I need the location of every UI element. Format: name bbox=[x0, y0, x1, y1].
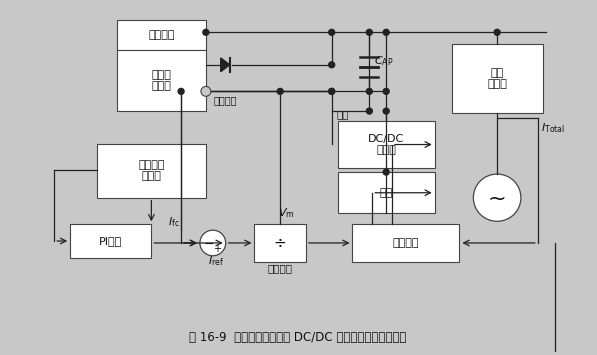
Text: 功率指令: 功率指令 bbox=[267, 263, 293, 273]
Text: $I_{\mathrm{ref}}$: $I_{\mathrm{ref}}$ bbox=[208, 255, 224, 268]
Circle shape bbox=[367, 108, 373, 114]
Text: $V_{\mathrm{m}}$: $V_{\mathrm{m}}$ bbox=[278, 206, 295, 220]
Text: 电池: 电池 bbox=[380, 188, 393, 198]
Text: 图 16-9  带有低压蓄电池和 DC/DC 变换器的燃料电池系统: 图 16-9 带有低压蓄电池和 DC/DC 变换器的燃料电池系统 bbox=[189, 331, 407, 344]
Circle shape bbox=[383, 29, 389, 35]
Bar bbox=[254, 224, 306, 262]
Text: ~: ~ bbox=[488, 189, 506, 209]
Circle shape bbox=[329, 29, 335, 35]
Circle shape bbox=[329, 62, 335, 68]
Text: 驱动
逆变器: 驱动 逆变器 bbox=[487, 68, 507, 89]
Bar bbox=[116, 50, 206, 111]
Circle shape bbox=[473, 174, 521, 221]
Bar bbox=[116, 21, 206, 50]
Bar bbox=[97, 143, 206, 198]
Text: 燃料电池
控制器: 燃料电池 控制器 bbox=[138, 160, 165, 181]
Bar bbox=[338, 121, 435, 168]
Circle shape bbox=[203, 29, 209, 35]
Text: $I_{\mathrm{fc}}$: $I_{\mathrm{fc}}$ bbox=[168, 215, 180, 229]
Text: 系统控制: 系统控制 bbox=[393, 238, 419, 248]
Circle shape bbox=[494, 29, 500, 35]
Circle shape bbox=[201, 87, 211, 96]
Circle shape bbox=[383, 108, 389, 114]
Text: +: + bbox=[213, 244, 221, 254]
Bar bbox=[352, 224, 460, 262]
Text: PI控制: PI控制 bbox=[99, 236, 122, 246]
Circle shape bbox=[383, 169, 389, 175]
Bar bbox=[70, 224, 152, 258]
Text: DC/DC
变换器: DC/DC 变换器 bbox=[368, 134, 404, 155]
Circle shape bbox=[329, 88, 335, 94]
Circle shape bbox=[367, 29, 373, 35]
Text: $C_{\mathrm{AP}}$: $C_{\mathrm{AP}}$ bbox=[374, 54, 394, 67]
Text: ÷: ÷ bbox=[274, 235, 287, 251]
Text: 辅件负载: 辅件负载 bbox=[148, 30, 174, 40]
Circle shape bbox=[329, 88, 335, 94]
Circle shape bbox=[178, 88, 184, 94]
Circle shape bbox=[277, 88, 283, 94]
Text: −: − bbox=[204, 237, 214, 250]
Circle shape bbox=[383, 88, 389, 94]
Text: $I_{\mathrm{Total}}$: $I_{\mathrm{Total}}$ bbox=[541, 121, 565, 135]
Circle shape bbox=[367, 88, 373, 94]
Polygon shape bbox=[221, 58, 230, 72]
Bar bbox=[338, 172, 435, 213]
Circle shape bbox=[200, 230, 226, 256]
Bar bbox=[451, 44, 543, 113]
Text: 控制: 控制 bbox=[337, 109, 349, 119]
Text: 燃料电
池单元: 燃料电 池单元 bbox=[152, 70, 171, 91]
Text: 氢气输入: 氢气输入 bbox=[214, 95, 237, 105]
